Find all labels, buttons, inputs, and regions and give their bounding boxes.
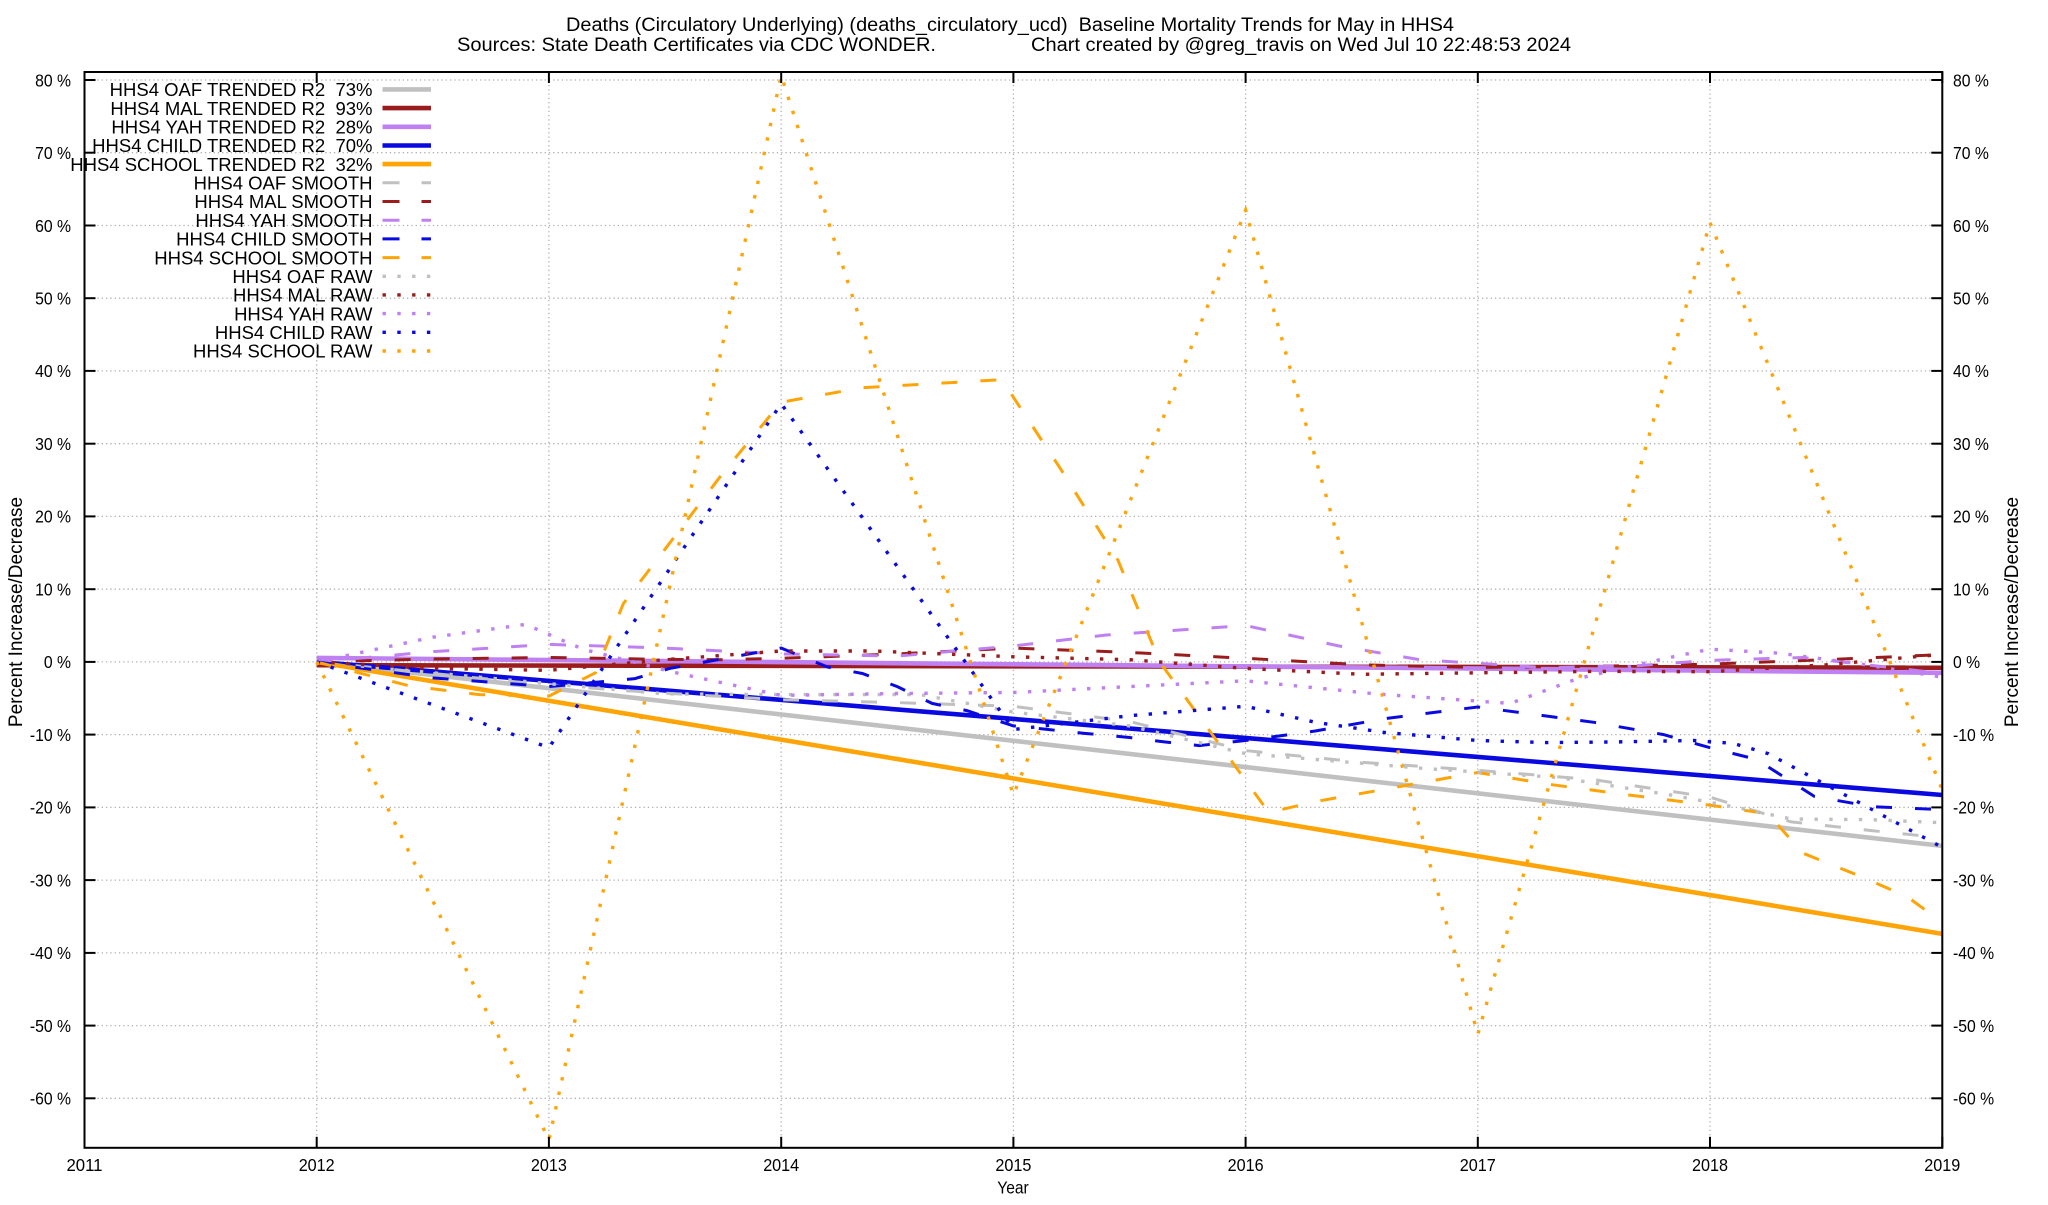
svg-text:2011: 2011 — [67, 1155, 103, 1175]
svg-text:80 %: 80 % — [35, 70, 71, 90]
svg-text:30 %: 30 % — [35, 434, 71, 454]
svg-text:HHS4 SCHOOL TRENDED R2 32%: HHS4 SCHOOL TRENDED R2 32% — [70, 154, 372, 175]
svg-text:HHS4 OAF TRENDED R2 73%: HHS4 OAF TRENDED R2 73% — [110, 79, 373, 100]
svg-text:2014: 2014 — [763, 1155, 799, 1175]
svg-text:-50 %: -50 % — [30, 1016, 71, 1036]
svg-text:HHS4 OAF RAW: HHS4 OAF RAW — [232, 266, 373, 287]
svg-text:0 %: 0 % — [1953, 652, 1980, 672]
svg-text:HHS4 SCHOOL SMOOTH: HHS4 SCHOOL SMOOTH — [154, 247, 372, 268]
svg-text:HHS4 CHILD RAW: HHS4 CHILD RAW — [215, 322, 373, 343]
svg-text:Percent Increase/Decrease: Percent Increase/Decrease — [2002, 497, 2023, 727]
svg-text:-60 %: -60 % — [1953, 1089, 1994, 1109]
svg-text:-30 %: -30 % — [1953, 870, 1994, 890]
svg-text:HHS4 SCHOOL RAW: HHS4 SCHOOL RAW — [193, 341, 373, 362]
svg-text:10 %: 10 % — [1953, 580, 1989, 600]
svg-text:50 %: 50 % — [1953, 289, 1989, 309]
svg-text:-50 %: -50 % — [1953, 1016, 1994, 1036]
svg-text:HHS4 OAF SMOOTH: HHS4 OAF SMOOTH — [194, 173, 373, 194]
svg-text:60 %: 60 % — [35, 216, 71, 236]
svg-text:Sources: State Death Certifica: Sources: State Death Certificates via CD… — [457, 34, 936, 56]
svg-text:0 %: 0 % — [44, 652, 71, 672]
svg-text:HHS4 MAL SMOOTH: HHS4 MAL SMOOTH — [194, 191, 372, 212]
svg-text:Deaths (Circulatory Underlying: Deaths (Circulatory Underlying) (deaths_… — [566, 14, 1454, 36]
svg-text:-20 %: -20 % — [1953, 798, 1994, 818]
svg-text:HHS4 MAL RAW: HHS4 MAL RAW — [233, 285, 373, 306]
svg-text:70 %: 70 % — [35, 143, 71, 163]
svg-text:2016: 2016 — [1228, 1155, 1264, 1175]
svg-text:20 %: 20 % — [35, 507, 71, 527]
svg-text:40 %: 40 % — [35, 361, 71, 381]
svg-text:Year: Year — [997, 1178, 1029, 1198]
svg-text:Chart created by @greg_travis: Chart created by @greg_travis on Wed Jul… — [1031, 34, 1571, 56]
svg-text:80 %: 80 % — [1953, 70, 1989, 90]
svg-text:20 %: 20 % — [1953, 507, 1989, 527]
svg-text:-40 %: -40 % — [1953, 943, 1994, 963]
svg-text:2013: 2013 — [531, 1155, 567, 1175]
svg-text:HHS4 YAH SMOOTH: HHS4 YAH SMOOTH — [195, 210, 372, 231]
svg-text:2019: 2019 — [1924, 1155, 1960, 1175]
svg-text:10 %: 10 % — [35, 580, 71, 600]
svg-text:50 %: 50 % — [35, 289, 71, 309]
svg-text:HHS4 YAH RAW: HHS4 YAH RAW — [234, 303, 373, 324]
svg-text:HHS4 MAL TRENDED R2 93%: HHS4 MAL TRENDED R2 93% — [110, 98, 372, 119]
svg-text:HHS4 CHILD SMOOTH: HHS4 CHILD SMOOTH — [176, 229, 372, 250]
svg-text:70 %: 70 % — [1953, 143, 1989, 163]
svg-text:-20 %: -20 % — [30, 798, 71, 818]
svg-text:-40 %: -40 % — [30, 943, 71, 963]
svg-text:2015: 2015 — [995, 1155, 1031, 1175]
svg-text:2012: 2012 — [299, 1155, 335, 1175]
svg-text:-10 %: -10 % — [30, 725, 71, 745]
svg-text:HHS4 CHILD TRENDED R2 70%: HHS4 CHILD TRENDED R2 70% — [92, 135, 372, 156]
svg-text:HHS4 YAH TRENDED R2 28%: HHS4 YAH TRENDED R2 28% — [111, 117, 372, 138]
svg-text:-60 %: -60 % — [30, 1089, 71, 1109]
svg-text:Percent Increase/Decrease: Percent Increase/Decrease — [6, 497, 27, 727]
svg-text:2018: 2018 — [1692, 1155, 1728, 1175]
svg-text:2017: 2017 — [1460, 1155, 1496, 1175]
svg-text:40 %: 40 % — [1953, 361, 1989, 381]
svg-text:-10 %: -10 % — [1953, 725, 1994, 745]
svg-text:60 %: 60 % — [1953, 216, 1989, 236]
svg-text:-30 %: -30 % — [30, 870, 71, 890]
svg-text:30 %: 30 % — [1953, 434, 1989, 454]
